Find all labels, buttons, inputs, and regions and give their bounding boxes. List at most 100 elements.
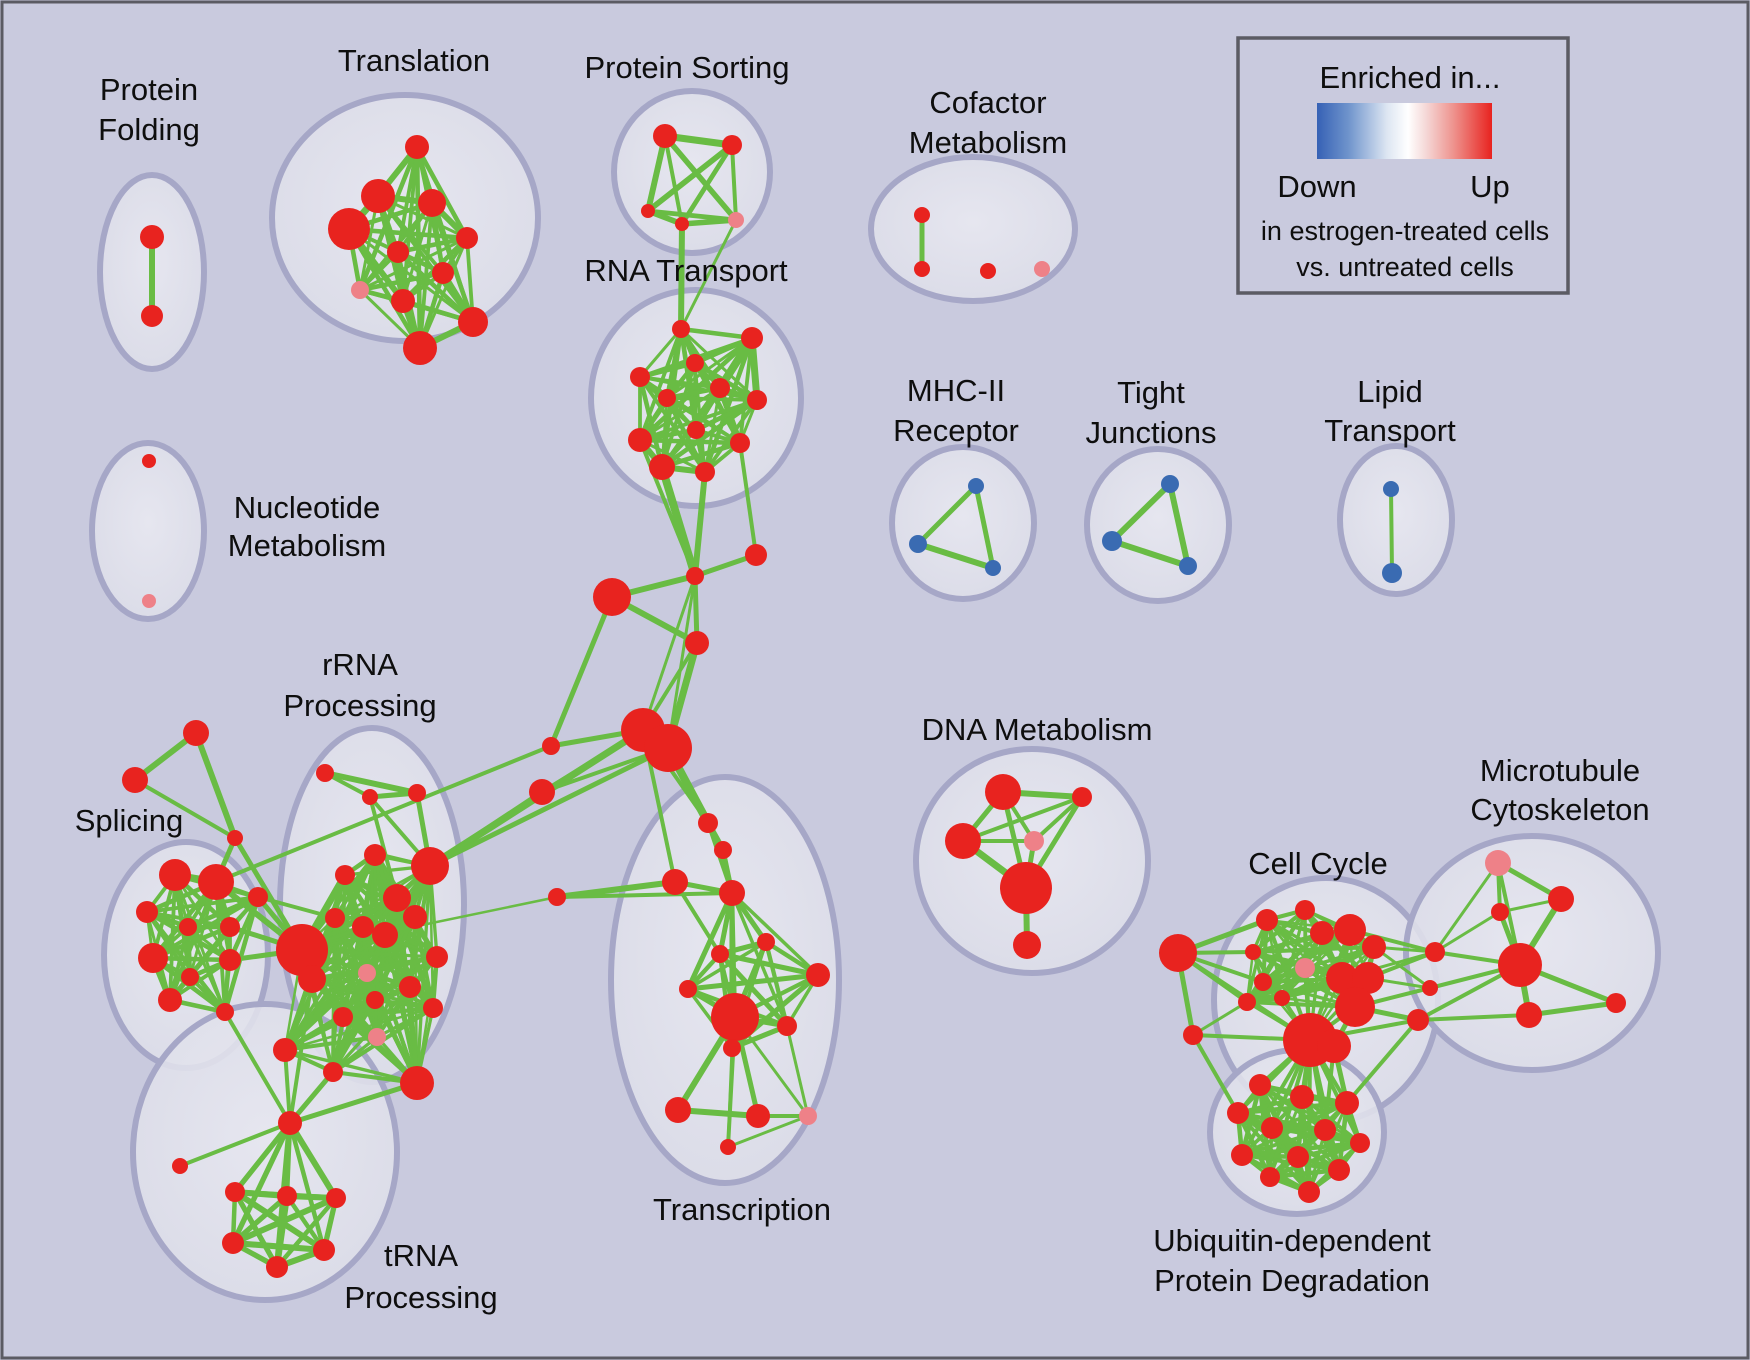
ubiquitin-degradation-node (1328, 1159, 1350, 1181)
edge (738, 441, 758, 557)
rrna-processing-node (323, 1062, 343, 1082)
connectors-node (745, 544, 767, 566)
edge (395, 249, 476, 325)
splicing-label: Splicing (75, 803, 184, 838)
edge (331, 998, 377, 1074)
edge (383, 933, 419, 1085)
rna-transport-node (710, 378, 730, 398)
rrna-processing-node (325, 908, 345, 928)
rrna-processing-node (333, 1007, 353, 1027)
rna-transport-node (747, 390, 767, 410)
lipid-transport-label: Lipid (1357, 374, 1423, 409)
rna-transport-node (649, 454, 675, 480)
edge (1109, 481, 1173, 544)
rrna-processing-node (426, 946, 448, 968)
edge (638, 386, 722, 442)
edge (347, 227, 475, 324)
translation-node (328, 208, 370, 250)
edge (133, 778, 237, 840)
edge (1267, 1167, 1342, 1180)
edge (678, 326, 755, 341)
rna-transport-node (695, 462, 715, 482)
edge (662, 133, 739, 223)
rrna-processing-node (362, 789, 378, 805)
microtubule-cytoskeleton-node (1548, 886, 1574, 912)
transcription-node (662, 869, 688, 895)
ubiquitin-degradation-node (1290, 1085, 1314, 1109)
connectors-node (548, 888, 566, 906)
edge (151, 895, 260, 960)
transcription-label: Transcription (653, 1192, 831, 1227)
protein-sorting-node (653, 124, 677, 148)
rrna-processing-node (364, 844, 386, 866)
edge (427, 789, 545, 869)
edge (663, 134, 684, 226)
protein-sorting-node (675, 217, 689, 231)
translation-node (361, 179, 395, 213)
legend: Enriched in... Down Up in estrogen-treat… (1236, 36, 1570, 295)
trna-processing-node (326, 1188, 346, 1208)
cell-cycle-node (1159, 934, 1197, 972)
cofactor-metabolism-label: Cofactor (929, 85, 1046, 120)
edge (287, 1120, 327, 1253)
tight-junctions-node (1161, 475, 1179, 493)
protein-sorting-node (641, 204, 655, 218)
cluster-labels-layer: Protein Folding Translation Protein Sorting… (75, 43, 1650, 1315)
legend-up-label: Up (1470, 169, 1510, 204)
edge (364, 954, 440, 976)
transcription-node (711, 945, 729, 963)
edge (287, 1080, 420, 1126)
cell-cycle-node (1326, 962, 1358, 994)
connectors-node (183, 720, 209, 746)
microtubule-cytoskeleton-label: Cytoskeleton (1470, 792, 1649, 827)
microtubule-cytoskeleton-node (1485, 850, 1511, 876)
nucleotide-metabolism-ellipse (89, 440, 207, 622)
edge (717, 951, 821, 978)
microtubule-cytoskeleton-node (1491, 903, 1509, 921)
rna-transport-node (687, 421, 705, 439)
protein-sorting-node (722, 135, 742, 155)
trna-processing-node (278, 1111, 302, 1135)
rrna-processing-node (352, 916, 374, 938)
edge (357, 270, 446, 293)
protein-folding-label: Folding (98, 112, 200, 147)
edge (222, 894, 261, 1015)
dna-metabolism-node (1072, 787, 1092, 807)
edge (229, 1194, 340, 1247)
trna-processing-node (266, 1256, 288, 1278)
mhc-ii-receptor-node (909, 535, 927, 553)
edge (726, 1046, 734, 1149)
ubiquitin-degradation-node (1249, 1074, 1271, 1096)
edge (1109, 538, 1191, 569)
edge (310, 933, 387, 981)
transcription-node (711, 993, 759, 1041)
cell-cycle-node (1407, 1009, 1429, 1031)
edge (193, 730, 238, 841)
cell-cycle-node (1425, 942, 1445, 962)
protein-sorting-node (728, 212, 744, 228)
edge (1167, 481, 1191, 569)
rna-transport-node (658, 389, 676, 407)
edge (168, 958, 232, 1002)
edge (273, 1192, 291, 1271)
lipid-transport-ellipse (1337, 443, 1455, 597)
trna-processing-label: Processing (344, 1280, 497, 1315)
ubiquitin-degradation-node (1227, 1102, 1249, 1124)
edge (332, 914, 418, 921)
ubiquitin-degradation-node (1261, 1117, 1283, 1139)
rrna-processing-node (399, 976, 421, 998)
translation-node (432, 262, 454, 284)
translation-label: Translation (338, 43, 490, 78)
legend-caption-line1: in estrogen-treated cells (1261, 216, 1549, 246)
rrna-processing-node (273, 1038, 297, 1062)
nucleotide-metabolism-node (142, 454, 156, 468)
cell-cycle-node (1310, 921, 1334, 945)
edge (730, 891, 820, 977)
transcription-node (746, 1104, 770, 1128)
rrna-processing-node (400, 1066, 434, 1100)
edge (288, 977, 314, 1125)
cell-cycle-node (1334, 914, 1366, 946)
edge (1250, 907, 1308, 955)
